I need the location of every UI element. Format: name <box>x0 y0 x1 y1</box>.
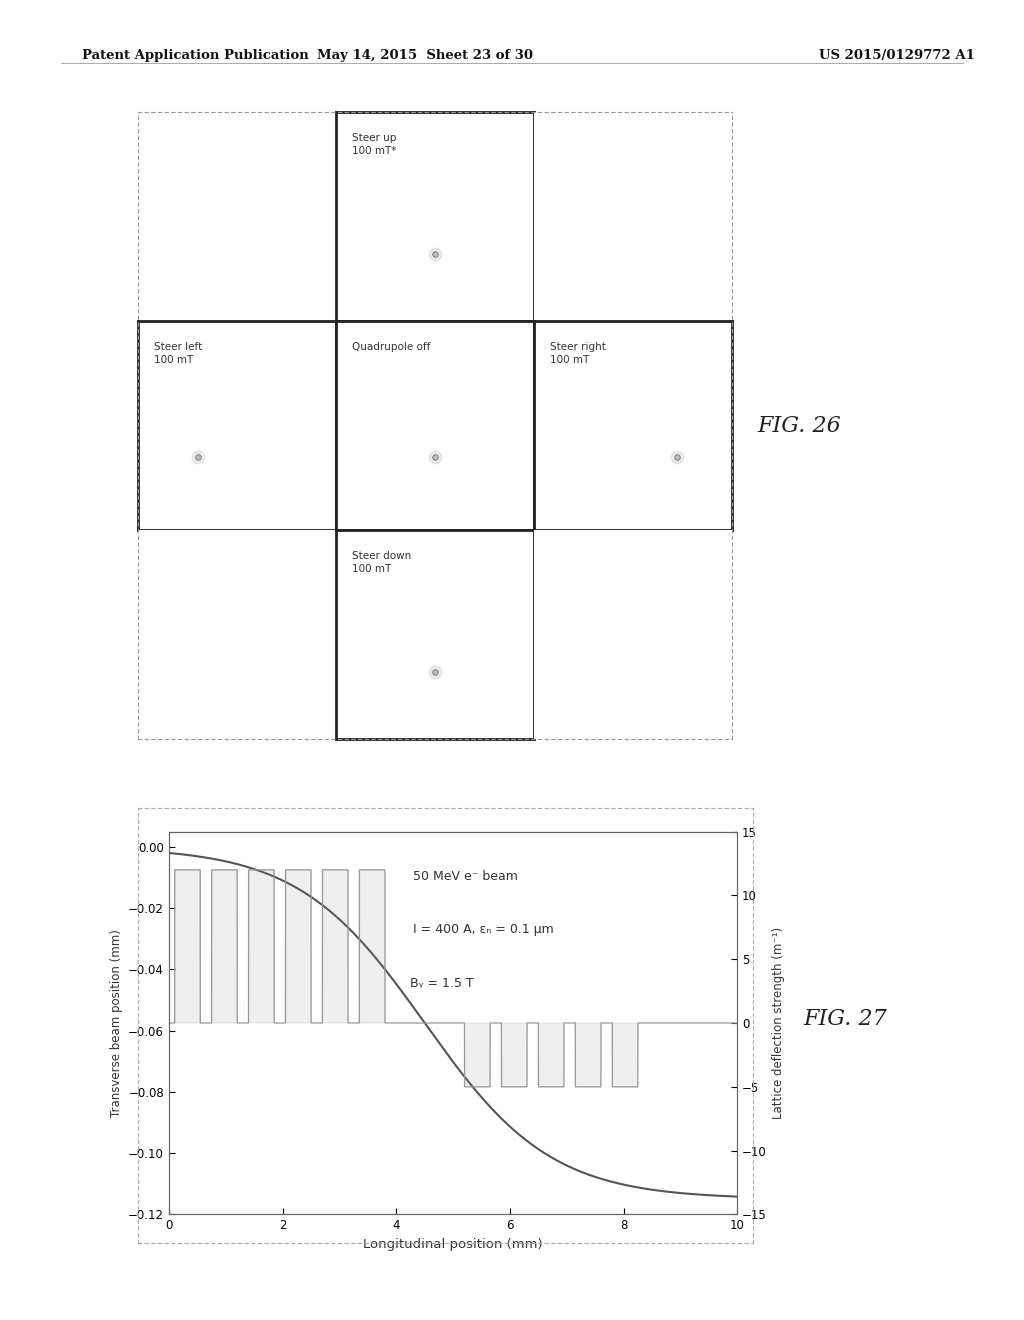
Y-axis label: Lattice deflection strength (m⁻¹): Lattice deflection strength (m⁻¹) <box>772 927 785 1119</box>
Text: Bᵧ = 1.5 T: Bᵧ = 1.5 T <box>410 977 473 990</box>
Text: Patent Application Publication: Patent Application Publication <box>82 49 308 62</box>
Text: Steer right
100 mT: Steer right 100 mT <box>550 342 606 366</box>
Y-axis label: Transverse beam position (mm): Transverse beam position (mm) <box>110 929 123 1117</box>
Text: US 2015/0129772 A1: US 2015/0129772 A1 <box>819 49 975 62</box>
Text: 50 MeV e⁻ beam: 50 MeV e⁻ beam <box>414 870 518 883</box>
X-axis label: Longitudinal position (mm): Longitudinal position (mm) <box>364 1238 543 1251</box>
Text: May 14, 2015  Sheet 23 of 30: May 14, 2015 Sheet 23 of 30 <box>317 49 532 62</box>
Text: Steer up
100 mT*: Steer up 100 mT* <box>352 133 396 156</box>
Text: FIG. 26: FIG. 26 <box>758 414 842 437</box>
Text: Quadrupole off: Quadrupole off <box>352 342 430 352</box>
Text: Steer left
100 mT: Steer left 100 mT <box>154 342 203 366</box>
Text: Steer down
100 mT: Steer down 100 mT <box>352 552 412 574</box>
Text: I = 400 A, εₙ = 0.1 μm: I = 400 A, εₙ = 0.1 μm <box>414 924 554 936</box>
Text: FIG. 27: FIG. 27 <box>804 1008 888 1030</box>
